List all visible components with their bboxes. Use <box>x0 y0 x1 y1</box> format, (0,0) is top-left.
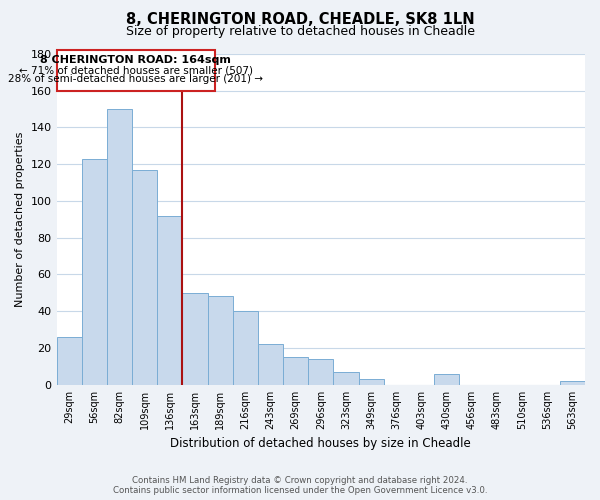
Bar <box>233 311 258 384</box>
Bar <box>434 374 459 384</box>
Bar <box>208 296 233 384</box>
Text: Contains HM Land Registry data © Crown copyright and database right 2024.
Contai: Contains HM Land Registry data © Crown c… <box>113 476 487 495</box>
Bar <box>182 292 208 384</box>
Bar <box>157 216 182 384</box>
Bar <box>82 158 107 384</box>
Text: 8 CHERINGTON ROAD: 164sqm: 8 CHERINGTON ROAD: 164sqm <box>40 55 231 65</box>
Text: 28% of semi-detached houses are larger (201) →: 28% of semi-detached houses are larger (… <box>8 74 263 84</box>
Bar <box>359 379 383 384</box>
Bar <box>258 344 283 385</box>
FancyBboxPatch shape <box>56 50 215 90</box>
Bar <box>283 357 308 384</box>
Bar <box>107 109 132 384</box>
X-axis label: Distribution of detached houses by size in Cheadle: Distribution of detached houses by size … <box>170 437 471 450</box>
Y-axis label: Number of detached properties: Number of detached properties <box>15 132 25 307</box>
Text: Size of property relative to detached houses in Cheadle: Size of property relative to detached ho… <box>125 25 475 38</box>
Bar <box>308 359 334 384</box>
Bar <box>334 372 359 384</box>
Text: 8, CHERINGTON ROAD, CHEADLE, SK8 1LN: 8, CHERINGTON ROAD, CHEADLE, SK8 1LN <box>125 12 475 28</box>
Bar <box>560 381 585 384</box>
Bar <box>132 170 157 384</box>
Text: ← 71% of detached houses are smaller (507): ← 71% of detached houses are smaller (50… <box>19 65 253 75</box>
Bar <box>56 337 82 384</box>
